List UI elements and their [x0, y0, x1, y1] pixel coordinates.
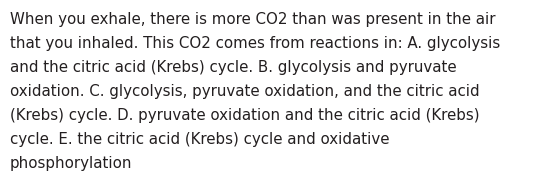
Text: When you exhale, there is more CO2 than was present in the air: When you exhale, there is more CO2 than … [10, 12, 496, 27]
Text: phosphorylation: phosphorylation [10, 156, 132, 171]
Text: oxidation. C. glycolysis, pyruvate oxidation, and the citric acid: oxidation. C. glycolysis, pyruvate oxida… [10, 84, 480, 99]
Text: and the citric acid (Krebs) cycle. B. glycolysis and pyruvate: and the citric acid (Krebs) cycle. B. gl… [10, 60, 456, 75]
Text: cycle. E. the citric acid (Krebs) cycle and oxidative: cycle. E. the citric acid (Krebs) cycle … [10, 132, 389, 147]
Text: (Krebs) cycle. D. pyruvate oxidation and the citric acid (Krebs): (Krebs) cycle. D. pyruvate oxidation and… [10, 108, 480, 123]
Text: that you inhaled. This CO2 comes from reactions in: A. glycolysis: that you inhaled. This CO2 comes from re… [10, 36, 501, 51]
